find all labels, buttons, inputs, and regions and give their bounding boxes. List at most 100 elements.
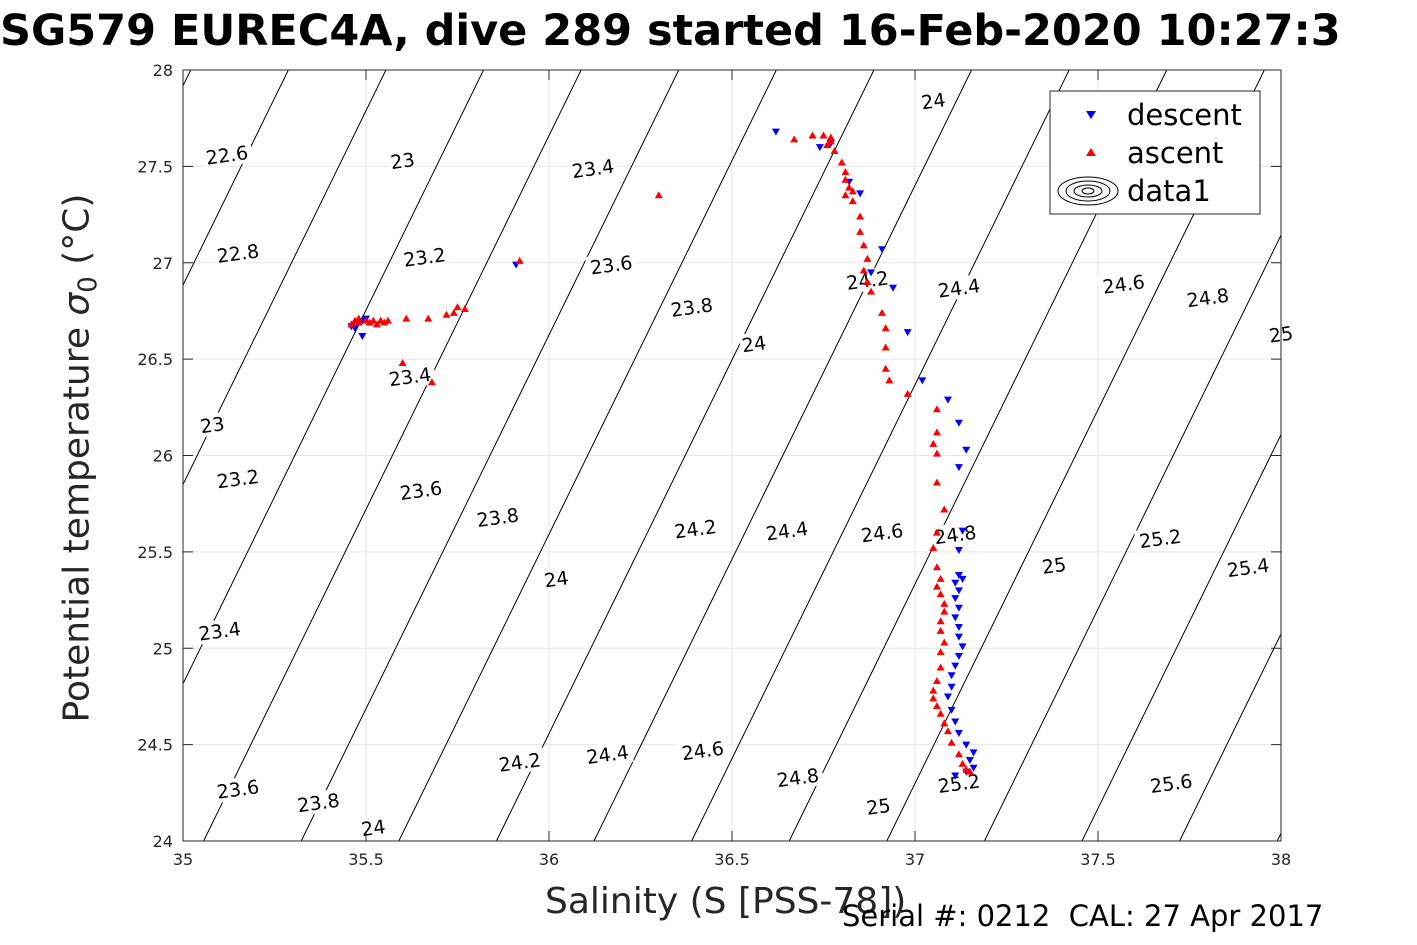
contour-label-group: 23.4 [383,362,437,391]
ascent-point [940,638,949,646]
contour-label-bg [211,774,265,804]
contour-label-bg [665,292,718,322]
contour-label-bg [584,250,638,279]
y-tick-label: 27.5 [137,157,173,176]
descent-point [969,764,978,772]
contour-label-bg [738,330,770,357]
contour-label: 23 [389,149,416,174]
ascent-point [940,599,949,607]
descent-point [954,587,963,595]
contour-label-group: 23.4 [566,154,620,183]
descent-point [954,464,963,472]
ascent-point [881,343,890,351]
calibration-footer: Serial #: 0212 CAL: 27 Apr 2017 [842,899,1324,933]
descent-point [958,527,967,535]
ascent-point [958,759,967,767]
isopycnal-line [183,70,289,287]
ascent-point [819,131,828,139]
y-tick-label: 26.5 [137,350,173,369]
y-tick-label: 28 [153,61,173,80]
descent-point [954,604,963,612]
contour-label: 24 [920,89,947,114]
contour-label-bg [855,518,909,547]
ascent-point [830,146,839,154]
contour-label-group: 24 [357,814,389,841]
contour-label-group: 24 [540,566,572,592]
ascent-point [376,316,385,324]
descent-point [954,546,963,554]
ascent-point [940,607,949,615]
isopycnal-line [1179,632,1281,841]
contour-label-bg [929,520,982,549]
data-series [347,128,978,780]
descent-point [867,269,876,277]
ascent-point [936,574,945,582]
ascent-point [936,626,945,634]
y-tick-label: 25 [153,639,173,658]
ascent-point [823,141,832,149]
contour-label-group: 23.8 [665,292,718,322]
descent-point [878,246,887,254]
ascent-point [351,316,360,324]
contour-label-group: 24.2 [493,747,546,777]
descent-point [962,741,971,749]
contour-label: 25 [865,795,892,820]
ascent-point [929,544,938,552]
ascent-point [965,767,974,775]
contour-label-bg [493,747,546,777]
contour-label-bg [383,362,437,391]
x-axis-label: Salinity (S [PSS-78]) [545,881,907,922]
contour-label-group: 25 [1038,552,1070,579]
descent-point [951,614,960,622]
contour-label-bg [917,88,949,114]
y-tick-label: 25.5 [137,543,173,562]
y-tick-label: 24 [153,832,173,851]
legend-descent-label: descent [1127,98,1242,132]
contour-label-bg [676,736,729,765]
descent-point [954,730,963,738]
contour-label-group: 25 [863,793,894,820]
descent-point [951,595,960,603]
ascent-point [867,287,876,295]
legend: descent ascent data1 [1049,90,1261,215]
contour-label-group: 23 [196,411,228,438]
descent-point [969,749,978,757]
ascent-point [845,183,854,191]
ascent-point [932,563,941,571]
legend-ascent-label: ascent [1127,136,1223,170]
ascent-point [881,364,890,372]
isopycnal-line [300,70,680,841]
ascent-point [841,175,850,183]
contour-label-bg [771,763,825,792]
contour-label-group: 24 [917,88,949,114]
contour-label-bg [932,273,986,303]
contour-label: 24 [543,567,570,592]
ascent-point [940,719,949,727]
contour-label-bg [200,140,254,170]
ascent-point [424,314,433,322]
isopycnal-line [398,70,777,841]
ascent-point [848,197,857,205]
ascent-point [515,256,524,264]
ascent-point [362,316,370,324]
ascent-point [654,191,663,199]
contour-label-group: 23.6 [394,475,448,505]
x-tick-label: 38 [1271,850,1291,869]
ascent-point [943,727,952,735]
contour-label-group: 24.6 [855,518,909,547]
descent-point [947,706,956,714]
y-tick-label: 27 [153,254,173,273]
contour-label-bg [211,464,265,493]
ascent-point [932,582,941,590]
contour-label-group: 23.4 [193,616,246,646]
ascent-point [863,278,872,286]
ascent-point [453,303,462,311]
contour-label-group: 23 [387,147,418,174]
contour-label-group: 24.4 [581,739,634,769]
contour-label-bg [1097,269,1150,299]
x-tick-label: 37 [905,850,925,869]
contour-label-group: 23.8 [471,502,525,532]
ascent-point [837,158,846,166]
ascent-point [929,439,938,447]
ascent-point [881,324,890,332]
